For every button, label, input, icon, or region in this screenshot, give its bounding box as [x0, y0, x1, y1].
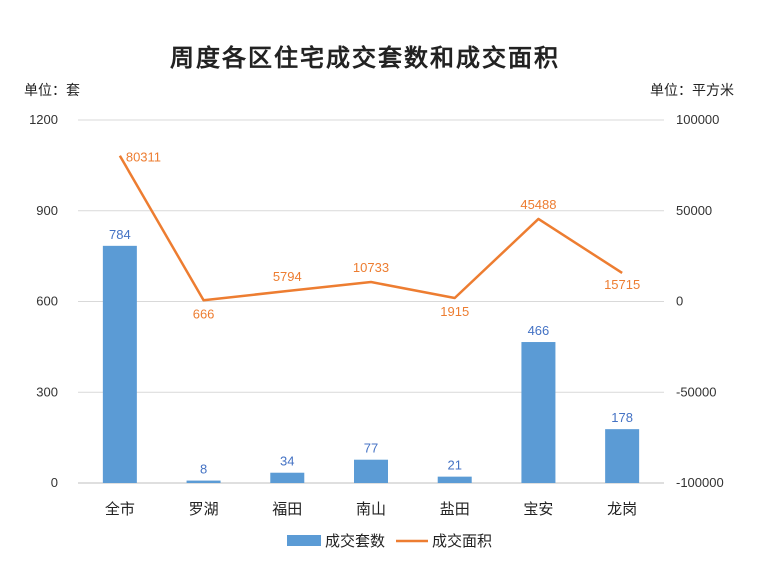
category-label: 宝安 [523, 500, 553, 518]
right-tick-label: 0 [676, 294, 683, 309]
left-axis-unit: 单位：套 [24, 83, 80, 99]
line-path [118, 155, 623, 302]
legend-line-label: 成交面积 [432, 532, 492, 550]
line-data-label: 15715 [604, 277, 640, 292]
category-label: 龙岗 [607, 500, 637, 518]
legend-bar-swatch [287, 535, 321, 546]
bar [605, 429, 640, 483]
bar [102, 245, 137, 483]
right-tick-label: 100000 [676, 112, 719, 127]
line-data-label: 80311 [126, 150, 161, 165]
left-tick-label: 0 [51, 475, 58, 490]
bar-data-label: 8 [200, 462, 207, 477]
line-series: 80311 666 5794 10733 1915 45488 15715 [118, 150, 640, 321]
bar [186, 480, 221, 483]
right-tick-label: -50000 [676, 384, 716, 399]
chart-title: 周度各区住宅成交套数和成交面积 [170, 43, 560, 72]
category-label: 罗湖 [189, 500, 219, 518]
left-axis-ticks: 0 300 600 900 1200 [29, 112, 58, 490]
bar [354, 459, 388, 483]
line-data-label: 666 [193, 306, 215, 321]
category-label: 南山 [356, 500, 386, 518]
category-label: 福田 [272, 500, 302, 518]
bar-data-label: 466 [528, 323, 550, 338]
bar [270, 472, 305, 483]
left-tick-label: 600 [36, 294, 58, 309]
bar-data-label: 34 [280, 454, 294, 469]
category-labels: 全市 罗湖 福田 南山 盐田 宝安 龙岗 [105, 500, 637, 518]
bar-data-label: 178 [611, 410, 633, 425]
bar-data-label: 784 [109, 227, 131, 242]
line-data-label: 10733 [353, 260, 389, 275]
bar [521, 342, 556, 483]
category-label: 全市 [105, 500, 135, 518]
line-data-label: 45488 [520, 197, 556, 212]
bar-data-label: 21 [447, 458, 461, 473]
category-label: 盐田 [440, 500, 470, 518]
left-tick-label: 1200 [29, 112, 58, 127]
bar [437, 476, 472, 483]
legend: 成交套数 成交面积 [287, 532, 492, 550]
gridlines [78, 119, 664, 484]
right-axis-unit: 单位：平方米 [650, 83, 734, 99]
line-data-label: 5794 [273, 269, 302, 284]
line-data-label: 1915 [440, 304, 469, 319]
legend-bar-label: 成交套数 [325, 532, 385, 550]
left-tick-label: 900 [36, 203, 58, 218]
bar-data-label: 77 [364, 441, 378, 456]
left-tick-label: 300 [36, 384, 58, 399]
bar-series: 784 8 34 77 21 466 178 [102, 227, 640, 483]
right-tick-label: 50000 [676, 203, 712, 218]
right-tick-label: -100000 [676, 475, 724, 490]
right-axis-ticks: -100000 -50000 0 50000 100000 [676, 112, 724, 490]
